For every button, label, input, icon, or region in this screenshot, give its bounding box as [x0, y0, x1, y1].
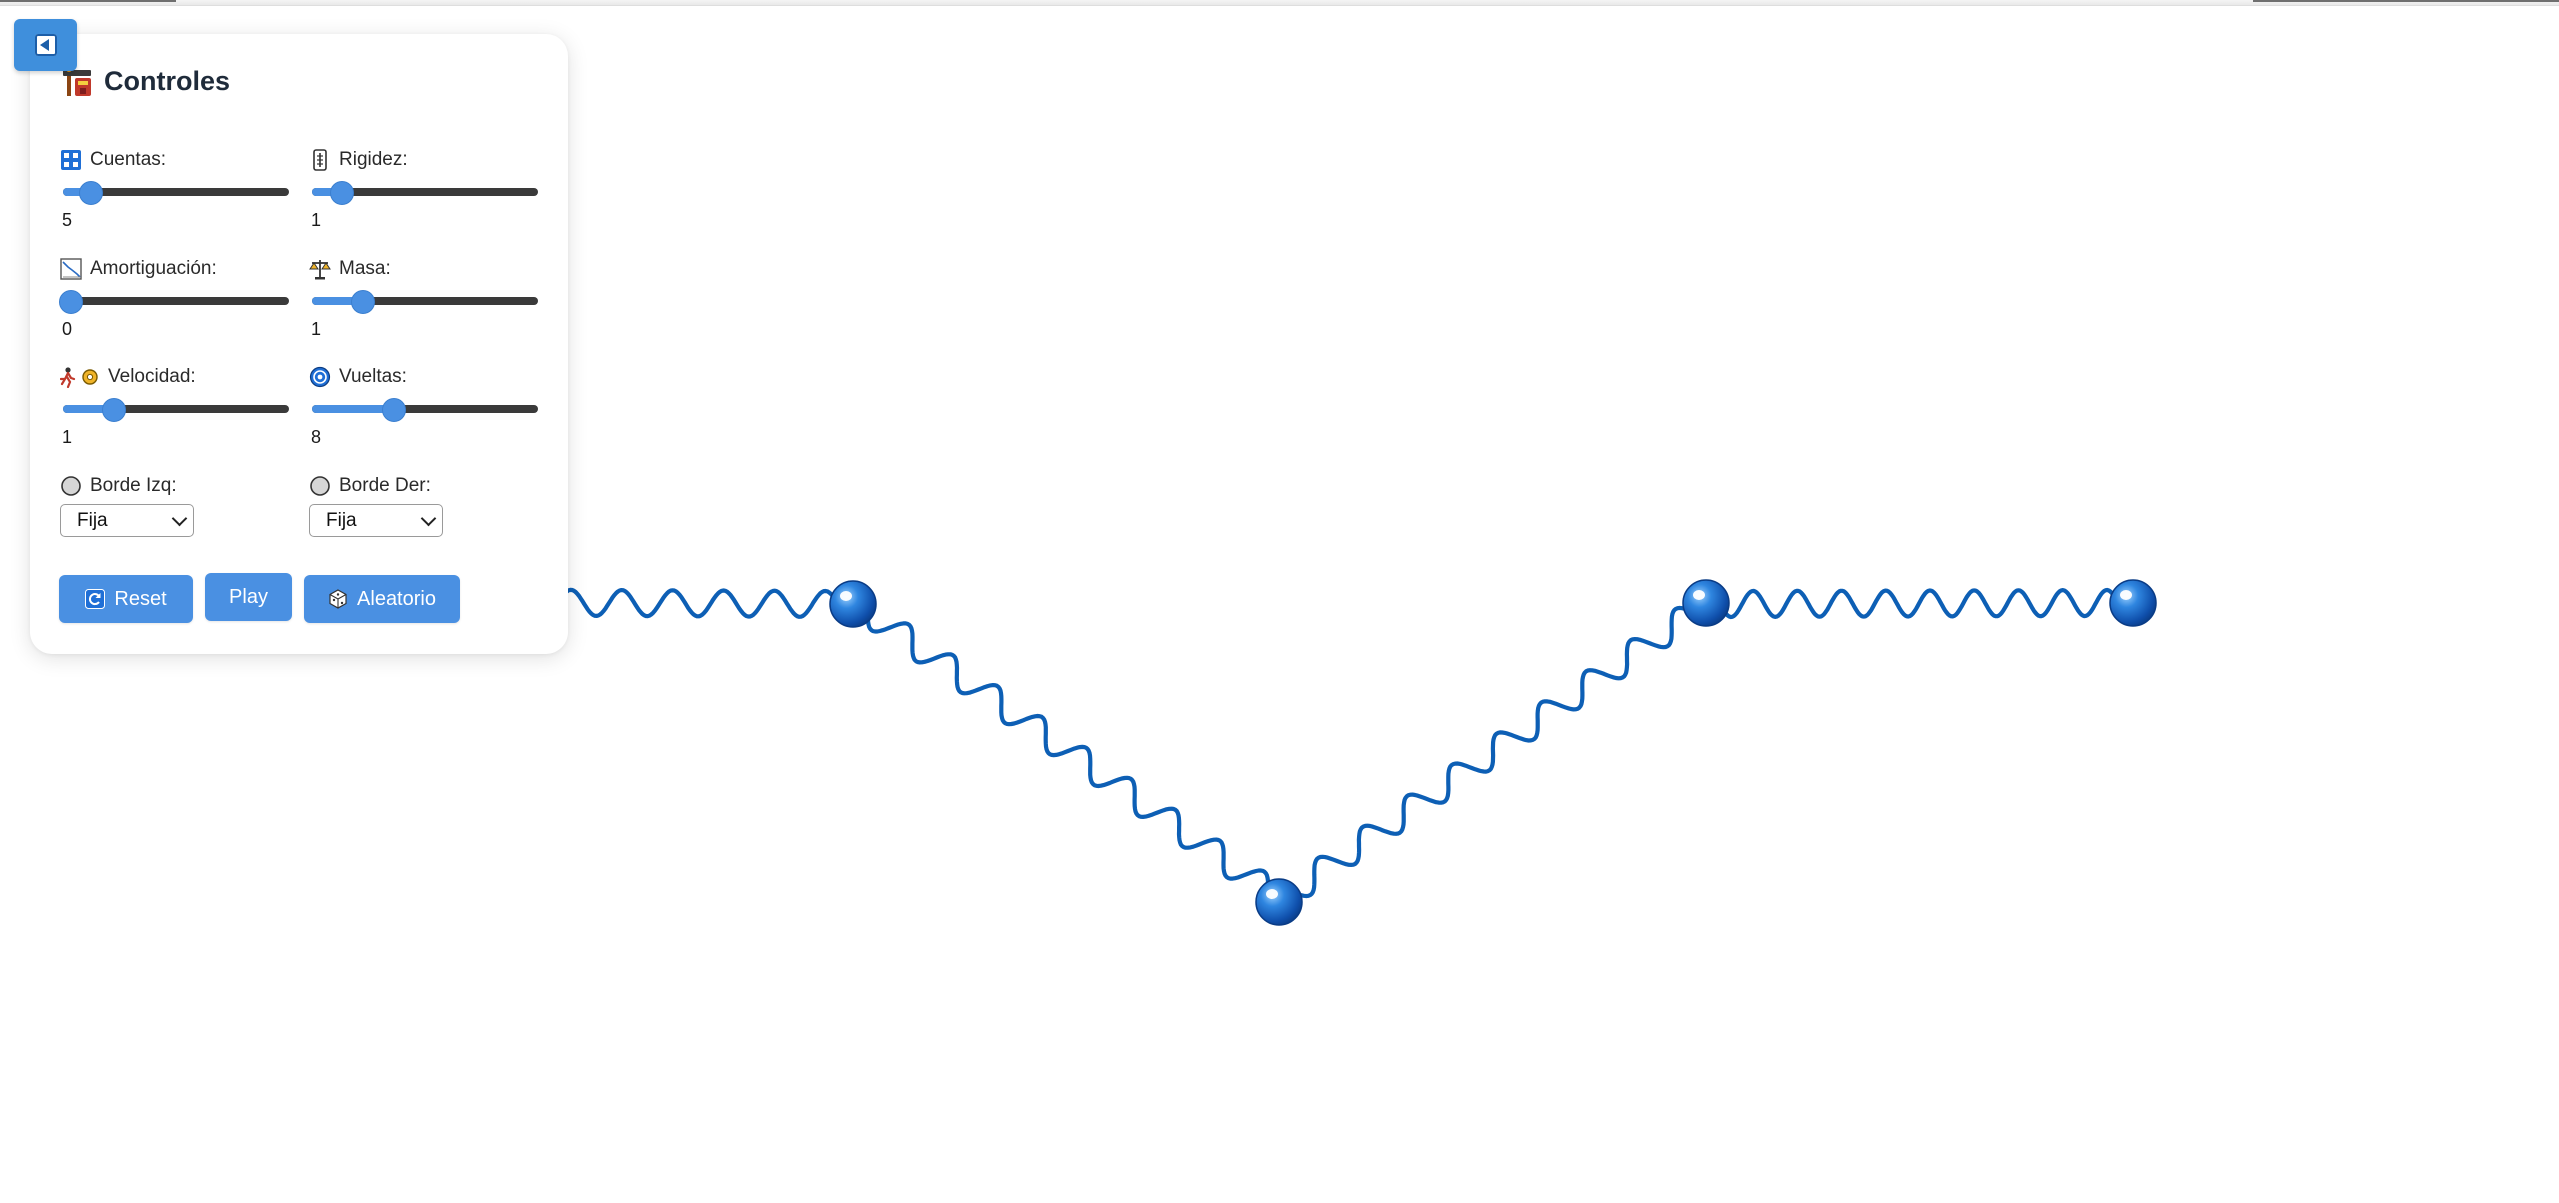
border-left-label: Borde Izq:: [90, 475, 177, 496]
aleatorio-label: Aleatorio: [357, 587, 436, 610]
collapse-left-icon: [34, 34, 57, 56]
reset-button[interactable]: Reset: [59, 575, 193, 623]
aleatorio-button[interactable]: Aleatorio: [304, 575, 460, 623]
border-left-control: Borde Izq: Fija: [60, 473, 292, 537]
springs-group: [377, 587, 2121, 899]
bead-4[interactable]: [1682, 579, 1730, 627]
masa-slider-thumb[interactable]: [350, 290, 375, 314]
vueltas-slider-thumb[interactable]: [382, 398, 407, 422]
rigidez-value: 1: [311, 210, 322, 230]
spring-2: [865, 609, 1271, 893]
dice-icon: [329, 589, 347, 609]
masa-label: Masa:: [339, 258, 391, 279]
bead-3[interactable]: [1255, 878, 1303, 926]
reset-label: Reset: [114, 587, 167, 610]
panel-header: Controles: [60, 64, 230, 98]
rigidez-slider[interactable]: [309, 177, 541, 207]
amortiguacion-slider-thumb[interactable]: [58, 290, 83, 314]
vueltas-slider[interactable]: [309, 394, 541, 424]
circle-icon: [310, 476, 330, 496]
amortiguacion-value: 0: [62, 319, 73, 339]
amortiguacion-slider[interactable]: [58, 286, 292, 316]
velocidad-value: 1: [62, 427, 73, 447]
velocidad-slider[interactable]: [60, 394, 292, 424]
cuentas-slider[interactable]: [60, 177, 292, 207]
cuentas-value: 5: [62, 210, 73, 230]
circle-icon: [61, 476, 81, 496]
bead-5[interactable]: [2109, 579, 2157, 627]
border-right-selected: Fija: [326, 509, 357, 531]
beads-icon: [61, 150, 81, 170]
control-cuentas: Cuentas: 5: [60, 147, 292, 231]
top-line-dark-left: [0, 0, 176, 2]
chevron-down-icon: [420, 510, 437, 526]
control-rigidez: Rigidez: 1: [309, 147, 541, 231]
rigidez-label: Rigidez:: [339, 149, 408, 170]
beads-group: [829, 579, 2157, 926]
border-right-label: Borde Der:: [339, 475, 431, 496]
vueltas-label: Vueltas:: [339, 366, 407, 387]
border-left-select[interactable]: Fija: [60, 504, 194, 537]
coil-icon: [309, 366, 331, 388]
runner-gear-icon: [60, 367, 98, 388]
bead-2[interactable]: [829, 580, 877, 628]
spring-4: [1717, 587, 2121, 620]
spring-3: [1289, 605, 1697, 899]
velocidad-label: Velocidad:: [108, 366, 196, 387]
rigidez-slider-thumb[interactable]: [330, 181, 355, 205]
controls-panel: Controles Cuentas: 5: [30, 34, 568, 654]
cuentas-label: Cuentas:: [90, 149, 167, 170]
play-button[interactable]: Play: [205, 573, 292, 621]
play-label: Play: [229, 585, 268, 608]
damping-chart-icon: [60, 258, 82, 280]
velocidad-slider-thumb[interactable]: [101, 398, 126, 422]
border-right-select[interactable]: Fija: [309, 504, 443, 537]
control-vueltas: Vueltas: 8: [309, 364, 541, 448]
control-masa: Masa: 1: [309, 256, 541, 340]
balance-scale-icon: [309, 260, 331, 280]
top-border-line: [0, 0, 2559, 6]
border-right-control: Borde Der: Fija: [309, 473, 541, 537]
cuentas-slider-thumb[interactable]: [79, 181, 104, 205]
vueltas-value: 8: [311, 427, 322, 447]
top-line-dark-right: [2253, 0, 2559, 2]
masa-value: 1: [311, 319, 322, 339]
stiffness-icon: [313, 149, 327, 171]
panel-toggle-button[interactable]: [14, 19, 77, 71]
chevron-down-icon: [171, 510, 188, 526]
border-left-selected: Fija: [77, 509, 108, 531]
panel-title: Controles: [104, 65, 231, 96]
reset-icon: [85, 589, 106, 609]
control-amortiguacion: Amortiguación: 0: [58, 256, 292, 340]
control-velocidad: Velocidad: 1: [60, 364, 292, 448]
amortiguacion-label: Amortiguación:: [90, 258, 217, 279]
masa-slider[interactable]: [309, 286, 541, 316]
